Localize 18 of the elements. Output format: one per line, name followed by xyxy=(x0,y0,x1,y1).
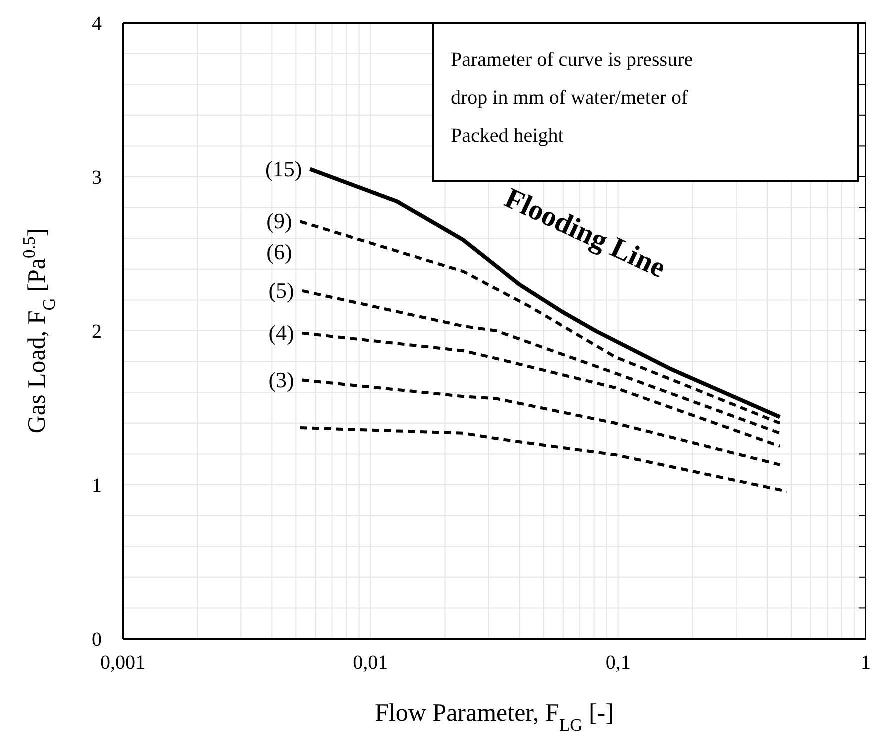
annotation: Parameter of curve is pressure drop in mm of water/meter of Packed height xyxy=(451,49,694,147)
x-tick-label: 1 xyxy=(861,652,871,674)
x-tick-label: 0,01 xyxy=(353,652,388,674)
y-tick-label: 3 xyxy=(92,167,102,189)
annotation: (15) xyxy=(266,156,302,182)
y-tick-label: 0 xyxy=(92,629,102,651)
annotation: (5) xyxy=(268,278,294,303)
y-tick-label: 1 xyxy=(92,475,102,497)
annotation: (9) xyxy=(266,208,292,234)
x-tick-label: 0,1 xyxy=(606,652,631,674)
annotation: (3) xyxy=(268,367,294,392)
annotation: (4) xyxy=(268,320,294,346)
annotation: (6) xyxy=(266,240,292,265)
y-tick-label: 4 xyxy=(92,13,102,35)
y-tick-label: 2 xyxy=(92,321,102,343)
x-axis-title: Flow Parameter, F$_{LG}$ [-] xyxy=(375,700,614,735)
note-box: Parameter of curve is pressure drop in mm of water/meter of Packed height xyxy=(432,22,859,182)
x-tick-label: 0,001 xyxy=(100,652,146,674)
